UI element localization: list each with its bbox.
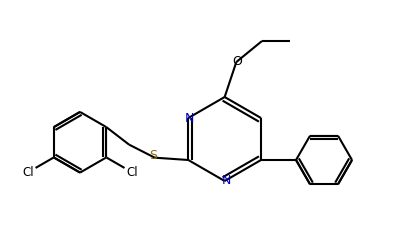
Text: Cl: Cl [126,166,138,179]
Text: N: N [185,112,194,124]
Text: O: O [232,54,242,68]
Text: S: S [149,149,157,162]
Text: N: N [221,174,231,188]
Text: Cl: Cl [23,166,34,179]
